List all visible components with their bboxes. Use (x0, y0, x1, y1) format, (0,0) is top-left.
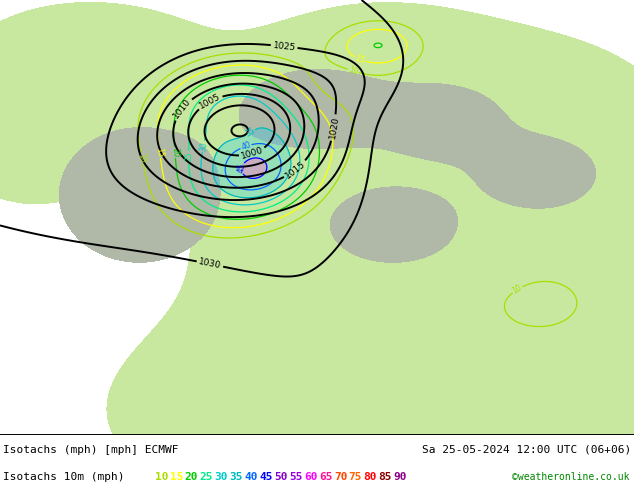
Text: ©weatheronline.co.uk: ©weatheronline.co.uk (512, 472, 630, 482)
Text: 70: 70 (333, 472, 347, 482)
Text: 65: 65 (319, 472, 332, 482)
Text: 1010: 1010 (172, 97, 193, 121)
Text: 10: 10 (137, 153, 148, 164)
Text: 15: 15 (155, 147, 165, 158)
Text: 25: 25 (184, 152, 193, 162)
Text: 1000: 1000 (240, 146, 264, 161)
Text: 15: 15 (170, 472, 183, 482)
Text: 20: 20 (170, 147, 180, 157)
Text: 30: 30 (214, 472, 228, 482)
Text: 25: 25 (200, 472, 213, 482)
Text: 15: 15 (354, 53, 366, 66)
Text: 45: 45 (236, 163, 247, 173)
Text: 1030: 1030 (198, 257, 222, 270)
Text: 60: 60 (304, 472, 318, 482)
Text: 1005: 1005 (198, 92, 222, 111)
Text: 35: 35 (230, 472, 243, 482)
Text: 20: 20 (184, 472, 198, 482)
Text: 10: 10 (511, 283, 524, 296)
Text: 40: 40 (244, 472, 258, 482)
Text: 10: 10 (347, 65, 359, 77)
Text: 85: 85 (378, 472, 392, 482)
Text: Sa 25-05-2024 12:00 UTC (06+06): Sa 25-05-2024 12:00 UTC (06+06) (422, 445, 631, 455)
Text: 90: 90 (394, 472, 407, 482)
Text: 55: 55 (289, 472, 302, 482)
Text: 50: 50 (274, 472, 288, 482)
Text: 45: 45 (259, 472, 273, 482)
Text: 1020: 1020 (328, 116, 340, 140)
Text: Isotachs 10m (mph): Isotachs 10m (mph) (3, 472, 124, 482)
Text: Isotachs (mph) [mph] ECMWF: Isotachs (mph) [mph] ECMWF (3, 445, 179, 455)
Text: 35: 35 (243, 126, 257, 139)
Text: 10: 10 (155, 472, 169, 482)
Text: 1025: 1025 (272, 41, 296, 52)
Text: 80: 80 (364, 472, 377, 482)
Text: 30: 30 (198, 141, 209, 152)
Text: 75: 75 (349, 472, 362, 482)
Text: 40: 40 (240, 141, 252, 152)
Text: 1015: 1015 (283, 159, 307, 180)
